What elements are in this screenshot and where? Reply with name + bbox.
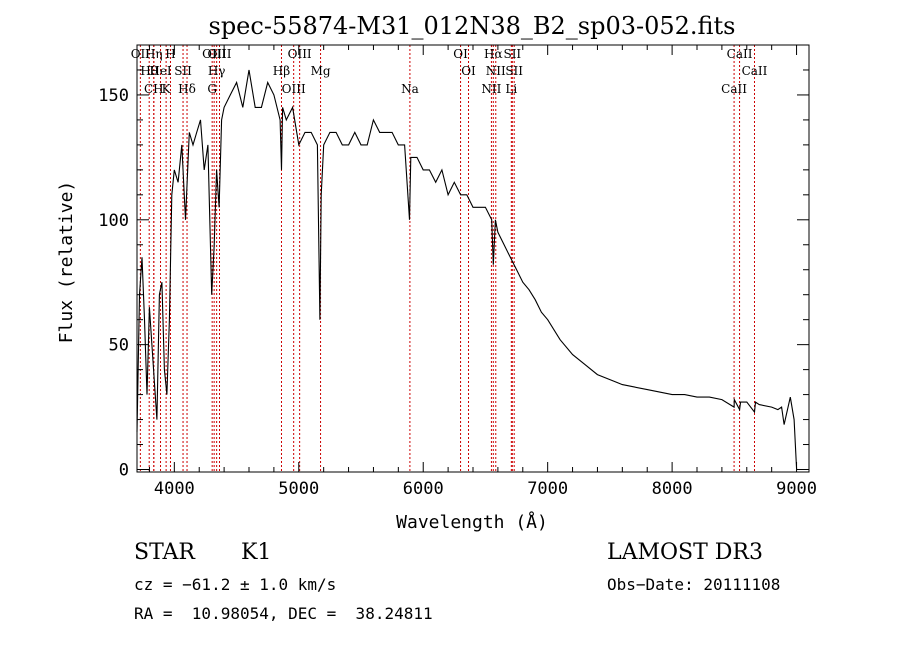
line-marker-label: Hθ bbox=[140, 64, 158, 78]
line-marker-label: Hγ bbox=[208, 64, 226, 78]
line-marker-label: NII bbox=[486, 64, 506, 78]
line-marker-label: SII bbox=[505, 64, 523, 78]
line-marker-label: G bbox=[207, 82, 217, 96]
y-tick-label: 0 bbox=[119, 461, 129, 481]
line-marker-label: Hη bbox=[145, 47, 163, 61]
y-tick-label: 100 bbox=[98, 211, 129, 231]
line-marker-label: Na bbox=[401, 82, 419, 96]
line-marker-label: OIII bbox=[202, 47, 226, 61]
x-tick-label: 7000 bbox=[527, 479, 568, 499]
line-marker-label: CaII bbox=[727, 47, 753, 61]
emission-line-labels: OIIHθCHHηHeIKHSIIHδOIIIHγGOIIIHβOIIIOIII… bbox=[131, 47, 768, 96]
x-tick-label: 8000 bbox=[652, 479, 693, 499]
line-marker-label: CH bbox=[144, 82, 164, 96]
x-axis-ticks: 4000 5000 6000 7000 8000 9000 bbox=[148, 45, 817, 499]
line-marker-label: CaII bbox=[721, 82, 747, 96]
line-marker-label: OIII bbox=[288, 47, 312, 61]
x-tick-label: 9000 bbox=[776, 479, 817, 499]
survey-name: LAMOST DR3 bbox=[607, 540, 763, 565]
x-axis-label: Wavelength (Å) bbox=[396, 511, 548, 533]
line-marker-label: OI bbox=[453, 47, 468, 61]
line-marker-label: CaII bbox=[742, 64, 768, 78]
x-tick-label: 6000 bbox=[403, 479, 444, 499]
spectrum-chart: spec-55874-M31_012N38_B2_sp03-052.fits O… bbox=[56, 12, 817, 533]
line-marker-label: SII bbox=[174, 64, 192, 78]
line-marker-label: K bbox=[162, 82, 172, 96]
y-axis-ticks: 0 50 100 150 bbox=[98, 69, 809, 481]
spectrum-line bbox=[136, 69, 798, 470]
y-tick-label: 50 bbox=[109, 336, 129, 356]
redshift-velocity: cz = −61.2 ± 1.0 km/s bbox=[134, 575, 337, 594]
line-marker-label: NII bbox=[481, 82, 501, 96]
line-marker-label: OIII bbox=[207, 47, 231, 61]
object-class: STAR bbox=[134, 540, 195, 565]
emission-line-markers bbox=[139, 45, 755, 472]
y-axis-label: Flux (relative) bbox=[56, 181, 77, 344]
line-marker-label: SII bbox=[503, 47, 521, 61]
observation-date: Obs−Date: 20111108 bbox=[607, 575, 781, 594]
chart-title: spec-55874-M31_012N38_B2_sp03-052.fits bbox=[209, 12, 736, 40]
line-marker-label: Li bbox=[505, 82, 517, 96]
y-tick-label: 150 bbox=[98, 86, 129, 106]
line-marker-label: HeI bbox=[149, 64, 172, 78]
line-marker-label: Hβ bbox=[273, 64, 290, 78]
line-marker-label: H bbox=[165, 47, 175, 61]
object-subclass: K1 bbox=[241, 540, 272, 565]
coordinates: RA = 10.98054, DEC = 38.24811 bbox=[134, 604, 433, 623]
line-marker-label: OI bbox=[461, 64, 476, 78]
x-tick-label: 5000 bbox=[278, 479, 319, 499]
line-marker-label: Hδ bbox=[178, 82, 196, 96]
line-marker-label: OII bbox=[131, 47, 151, 61]
x-tick-label: 4000 bbox=[154, 479, 195, 499]
line-marker-label: Hα bbox=[484, 47, 503, 61]
line-marker-label: OIII bbox=[282, 82, 306, 96]
line-marker-label: Mg bbox=[311, 64, 331, 78]
plot-frame bbox=[136, 44, 810, 473]
